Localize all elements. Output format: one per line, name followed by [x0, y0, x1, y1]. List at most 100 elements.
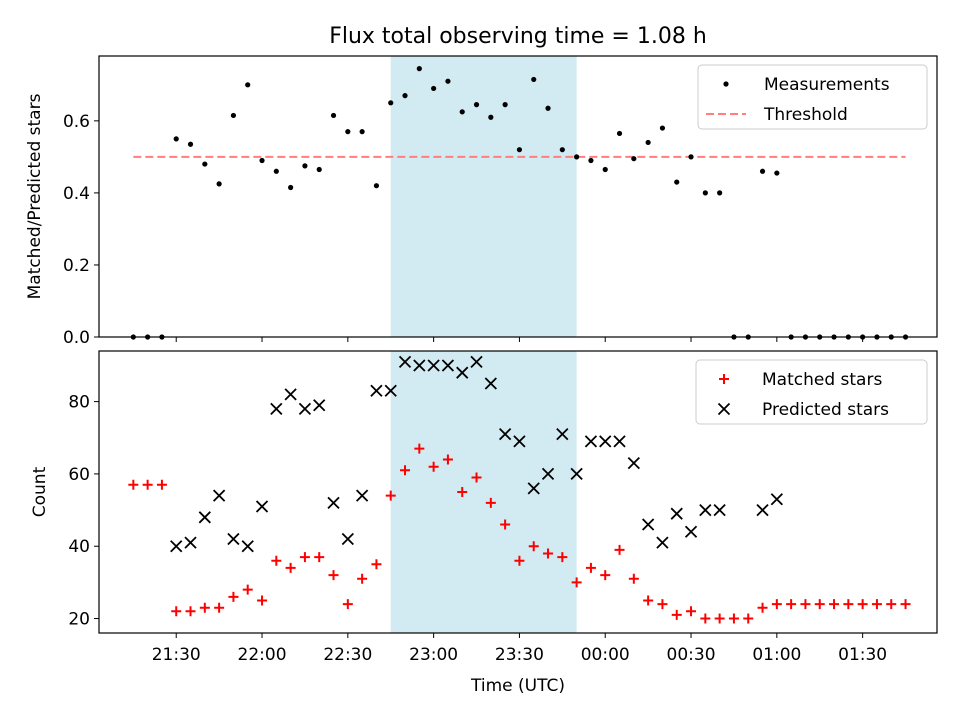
matched-stars-point — [342, 599, 353, 610]
predicted-stars-point — [341, 532, 354, 546]
legend-marker-measurements — [723, 81, 729, 87]
matched-stars-point — [743, 613, 754, 624]
matched-stars-point — [643, 595, 654, 606]
matched-stars-point — [457, 487, 468, 497]
matched-stars-point — [771, 599, 782, 610]
y-tick-label: 40 — [68, 537, 90, 557]
matched-stars-point — [528, 541, 539, 552]
measurement-point — [245, 82, 251, 88]
shaded-interval — [390, 56, 577, 337]
predicted-stars-point — [484, 377, 497, 390]
predicted-stars-point — [498, 428, 512, 441]
matched-stars-point — [199, 602, 210, 613]
matched-stars-point — [814, 599, 825, 610]
measurement-point — [416, 66, 422, 72]
measurement-point — [702, 190, 708, 196]
measurement-point — [173, 136, 179, 142]
predicted-stars-point — [270, 402, 283, 415]
predicted-stars-point — [699, 503, 712, 517]
y-axis-label: Count — [30, 466, 50, 517]
measurement-point — [402, 93, 408, 99]
measurement-point — [659, 125, 666, 131]
measurement-point — [373, 183, 380, 189]
axes-frame — [98, 55, 938, 338]
y-tick-label: 20 — [68, 610, 90, 630]
predicted-stars-point — [284, 388, 297, 401]
matched-stars-point — [728, 613, 739, 624]
measurement-point — [602, 166, 608, 173]
measurement-point — [588, 157, 594, 164]
x-tick-label: 01:00 — [752, 645, 801, 665]
matched-stars-point — [485, 497, 496, 508]
matched-stars-point — [128, 479, 139, 490]
y-tick-label: 0.4 — [63, 184, 90, 204]
legend-label-matched: Matched stars — [762, 370, 882, 390]
legend-label-predicted: Predicted stars — [762, 400, 889, 420]
legend-marker-matched — [719, 374, 729, 384]
x-tick-label: 22:30 — [323, 645, 372, 665]
matched-stars-point — [471, 472, 482, 483]
predicted-stars-point — [227, 532, 240, 546]
legend-label-measurements: Measurements — [764, 75, 890, 95]
matched-stars-point — [671, 609, 682, 620]
measurement-point — [431, 85, 437, 92]
matched-stars-point — [185, 606, 196, 617]
chart-title: Flux total observing time = 1.08 h — [329, 24, 707, 49]
predicted-stars-point — [556, 428, 569, 441]
predicted-stars-point — [313, 399, 326, 412]
predicted-stars-point — [298, 402, 312, 415]
matched-stars-point — [786, 599, 797, 610]
matched-stars-point — [843, 599, 854, 610]
measurement-point — [259, 157, 265, 164]
matched-stars-point — [700, 613, 711, 624]
matched-stars-point — [285, 562, 296, 573]
legend-marker-predicted — [717, 402, 731, 416]
predicted-stars-point — [570, 467, 583, 481]
predicted-stars-point — [255, 500, 269, 513]
predicted-stars-point — [456, 366, 469, 379]
predicted-stars-point — [370, 384, 383, 397]
predicted-stars-point — [670, 507, 683, 520]
predicted-stars-point — [770, 493, 783, 506]
measurement-point — [645, 139, 651, 146]
matched-stars-point — [214, 602, 225, 613]
measurement-point — [531, 76, 537, 83]
matched-stars-point — [543, 548, 554, 559]
y-tick-label: 0.6 — [63, 112, 90, 132]
measurement-point — [216, 181, 222, 187]
measurement-point — [187, 141, 194, 147]
matched-stars-point — [271, 555, 282, 566]
predicted-stars-point — [541, 467, 555, 481]
measurement-point — [502, 102, 508, 108]
x-tick-label: 00:00 — [581, 645, 630, 665]
y-tick-label: 80 — [68, 393, 90, 413]
legend-box — [697, 64, 928, 130]
matched-stars-point — [900, 599, 911, 610]
measurement-point — [230, 112, 237, 119]
shaded-interval — [390, 351, 577, 633]
predicted-stars-point — [599, 435, 612, 448]
legend: Matched stars Predicted stars — [695, 359, 928, 425]
predicted-stars-point — [656, 536, 669, 549]
measurement-point — [688, 154, 694, 160]
matched-stars-point — [628, 573, 639, 584]
matched-stars-point — [171, 606, 182, 617]
top-subplot: 0.0 0.2 0.4 0.6 Matched/Predicted stars Measu… — [25, 55, 938, 348]
matched-stars-point — [156, 479, 167, 490]
matched-stars-point — [871, 599, 882, 610]
predicted-stars-point — [327, 496, 340, 509]
matched-stars-point — [686, 606, 697, 617]
matched-stars-point — [585, 562, 596, 573]
measurement-point — [473, 102, 480, 108]
predicted-stars-point — [398, 355, 412, 368]
measurement-point — [616, 130, 623, 137]
predicted-stars-point — [627, 456, 640, 470]
bottom-subplot: 20 40 60 80 Count 21:30 22:00 22:30 23:00 23:30 00… — [30, 350, 938, 696]
matched-stars-point — [657, 599, 668, 610]
predicted-stars-point — [684, 525, 698, 538]
predicted-stars-point — [384, 384, 397, 397]
matched-stars-point — [357, 573, 368, 584]
axes-frame — [98, 350, 938, 634]
predicted-stars-point — [355, 489, 369, 502]
